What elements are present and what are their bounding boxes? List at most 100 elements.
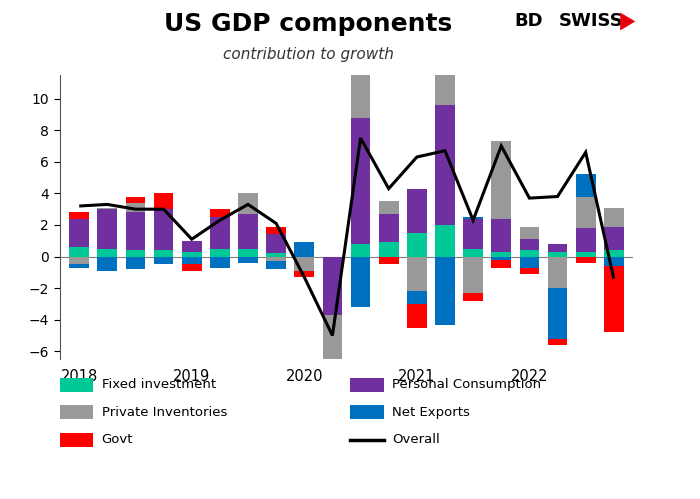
Bar <box>435 256 455 324</box>
Bar <box>154 194 174 209</box>
Bar <box>435 225 455 256</box>
Bar <box>182 241 202 252</box>
Bar <box>519 227 539 239</box>
Bar <box>323 315 342 370</box>
Bar <box>295 243 314 256</box>
Bar <box>69 247 89 256</box>
Bar <box>491 256 511 259</box>
Bar <box>463 217 483 219</box>
Bar <box>69 256 89 264</box>
Bar <box>519 256 539 267</box>
Bar <box>463 256 483 293</box>
Bar <box>351 0 370 13</box>
Bar <box>97 249 117 256</box>
Bar <box>604 208 624 227</box>
Text: Overall: Overall <box>392 433 440 446</box>
Text: Personal Consumption: Personal Consumption <box>392 378 541 391</box>
Bar <box>576 228 596 252</box>
Bar <box>547 256 568 288</box>
Bar <box>379 243 398 256</box>
Bar <box>351 13 370 118</box>
Text: contribution to growth: contribution to growth <box>223 47 393 62</box>
Bar <box>210 256 230 267</box>
Bar <box>547 252 568 256</box>
Bar <box>604 250 624 256</box>
Bar <box>407 291 427 304</box>
Bar <box>351 118 370 244</box>
Bar <box>463 219 483 249</box>
Bar <box>323 378 342 386</box>
Bar <box>604 266 624 332</box>
Bar <box>295 271 314 277</box>
Text: Private Inventories: Private Inventories <box>102 406 227 419</box>
Bar <box>266 253 286 256</box>
Bar <box>69 213 89 219</box>
Bar <box>266 256 286 261</box>
Bar <box>154 250 174 256</box>
Bar <box>69 264 89 267</box>
Bar <box>604 227 624 250</box>
Bar <box>125 256 146 269</box>
Bar <box>238 214 258 249</box>
Bar <box>238 249 258 256</box>
Bar <box>407 233 427 256</box>
Bar <box>604 256 624 266</box>
Bar <box>519 267 539 274</box>
Bar <box>210 209 230 217</box>
Bar <box>210 249 230 256</box>
Bar <box>238 256 258 263</box>
Bar <box>266 261 286 269</box>
Text: BD: BD <box>514 12 543 30</box>
Bar <box>154 256 174 264</box>
Bar <box>154 209 174 250</box>
Bar <box>379 201 398 214</box>
Text: SWISS: SWISS <box>559 12 624 30</box>
Bar <box>407 256 427 291</box>
Bar <box>238 194 258 214</box>
Bar <box>576 175 596 197</box>
Bar <box>435 38 455 53</box>
Bar <box>547 244 568 252</box>
Text: Fixed investment: Fixed investment <box>102 378 216 391</box>
Bar <box>379 214 398 243</box>
Bar <box>407 189 427 233</box>
Bar <box>519 250 539 256</box>
Bar <box>69 219 89 247</box>
Bar <box>576 256 596 263</box>
Bar <box>576 252 596 256</box>
Bar <box>547 339 568 345</box>
Bar <box>97 209 117 249</box>
Bar <box>407 304 427 328</box>
Bar <box>351 256 370 307</box>
Bar <box>97 208 117 209</box>
Bar <box>435 105 455 225</box>
Bar <box>125 203 146 213</box>
Bar <box>323 256 342 315</box>
Bar <box>125 250 146 256</box>
Bar <box>182 256 202 264</box>
Bar <box>97 256 117 271</box>
Bar <box>125 213 146 250</box>
Bar <box>491 252 511 256</box>
Bar <box>491 141 511 219</box>
Bar <box>519 239 539 250</box>
Bar <box>576 197 596 228</box>
Bar <box>295 256 314 271</box>
Bar <box>463 249 483 256</box>
Bar <box>210 217 230 249</box>
Bar <box>266 235 286 253</box>
Bar <box>463 293 483 301</box>
Text: Govt: Govt <box>102 433 133 446</box>
Bar <box>491 259 511 267</box>
Bar <box>182 252 202 256</box>
Bar <box>547 288 568 339</box>
Bar <box>182 264 202 271</box>
Text: Net Exports: Net Exports <box>392 406 470 419</box>
Text: US GDP components: US GDP components <box>164 12 452 36</box>
Bar <box>491 219 511 252</box>
Bar <box>435 53 455 105</box>
Bar <box>351 244 370 256</box>
Bar <box>323 370 342 378</box>
Bar <box>125 197 146 203</box>
Bar <box>379 256 398 264</box>
